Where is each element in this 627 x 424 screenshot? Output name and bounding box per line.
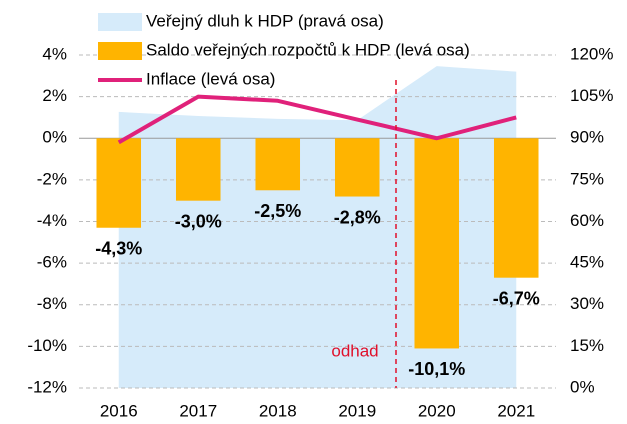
y-tick-label: -2% xyxy=(37,169,67,188)
x-tick-label: 2019 xyxy=(338,401,376,420)
data-label: -2,5% xyxy=(254,201,301,221)
x-tick-label: 2021 xyxy=(497,401,535,420)
bar xyxy=(96,138,142,228)
x-tick-label: 2020 xyxy=(418,401,456,420)
bar xyxy=(334,138,380,197)
bar xyxy=(414,138,460,349)
data-label: -10,1% xyxy=(408,359,465,379)
x-tick-label: 2018 xyxy=(259,401,297,420)
legend-label: Saldo veřejných rozpočtů k HDP (levá osa… xyxy=(146,40,470,59)
legend-label: Veřejný dluh k HDP (pravá osa) xyxy=(146,11,384,30)
legend-swatch xyxy=(98,13,142,31)
bar xyxy=(175,138,221,201)
bar xyxy=(493,138,539,278)
y2-tick-label: 105% xyxy=(570,86,613,105)
legend-swatch xyxy=(98,42,142,60)
y2-tick-label: 120% xyxy=(570,44,613,63)
y2-tick-label: 75% xyxy=(570,169,604,188)
annotation: odhad xyxy=(331,341,378,360)
y-tick-label: -10% xyxy=(27,336,67,355)
y2-tick-label: 45% xyxy=(570,253,604,272)
y-tick-label: -6% xyxy=(37,253,67,272)
y-tick-label: -8% xyxy=(37,294,67,313)
y-tick-label: 4% xyxy=(42,44,67,63)
legend-label: Inflace (levá osa) xyxy=(146,69,275,88)
x-tick-label: 2016 xyxy=(100,401,138,420)
data-label: -3,0% xyxy=(175,211,222,231)
data-label: -4,3% xyxy=(95,238,142,258)
inflation-line xyxy=(117,94,517,145)
data-label: -2,8% xyxy=(334,207,381,227)
y2-tick-label: 60% xyxy=(570,211,604,230)
y2-tick-label: 0% xyxy=(570,377,595,396)
y-tick-label: -4% xyxy=(37,211,67,230)
y-tick-label: 2% xyxy=(42,86,67,105)
bar xyxy=(255,138,301,191)
y2-tick-label: 90% xyxy=(570,128,604,147)
x-tick-label: 2017 xyxy=(179,401,217,420)
y-tick-label: -12% xyxy=(27,377,67,396)
y2-tick-label: 15% xyxy=(570,336,604,355)
data-label: -6,7% xyxy=(493,288,540,308)
y-tick-label: 0% xyxy=(42,128,67,147)
y2-tick-label: 30% xyxy=(570,294,604,313)
